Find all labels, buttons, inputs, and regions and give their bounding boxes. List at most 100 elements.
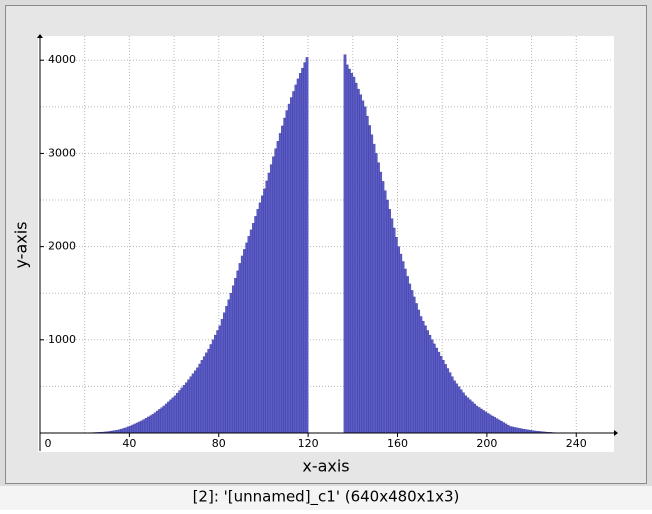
bar: [386, 200, 388, 433]
bar: [377, 163, 379, 433]
bar: [380, 172, 382, 433]
bar: [250, 230, 252, 433]
bar: [284, 118, 286, 433]
bar: [147, 417, 149, 433]
bar: [489, 415, 491, 433]
y-tick-label: 4000: [48, 53, 76, 66]
bar: [268, 173, 270, 433]
bar: [295, 85, 297, 433]
bar: [418, 310, 420, 433]
bar: [127, 427, 129, 433]
bar: [451, 377, 453, 433]
bar: [389, 209, 391, 433]
bar: [505, 424, 507, 433]
bar: [498, 420, 500, 433]
bar: [194, 371, 196, 433]
bar: [362, 101, 364, 433]
bar: [427, 330, 429, 433]
bar: [487, 413, 489, 433]
bar: [458, 387, 460, 433]
bar: [199, 364, 201, 433]
bar: [471, 402, 473, 433]
bar: [174, 396, 176, 433]
bar: [435, 348, 437, 433]
bar: [270, 165, 272, 433]
bar: [306, 57, 308, 433]
bar: [393, 228, 395, 433]
bar: [301, 68, 303, 433]
bar: [398, 247, 400, 433]
y-tick-label: 1000: [48, 333, 76, 346]
bar: [154, 413, 156, 433]
bar: [400, 254, 402, 433]
bar: [391, 219, 393, 433]
bar: [516, 428, 518, 433]
bar: [228, 300, 230, 433]
bar: [172, 398, 174, 433]
bar: [478, 407, 480, 433]
bar: [395, 237, 397, 433]
bar: [259, 203, 261, 433]
bar: [129, 426, 131, 433]
bar: [496, 419, 498, 433]
bar: [241, 256, 243, 433]
bar: [360, 95, 362, 433]
bar: [221, 319, 223, 433]
bar: [257, 209, 259, 433]
bar: [364, 107, 366, 433]
bar: [500, 421, 502, 433]
bar: [281, 126, 283, 433]
bar: [179, 391, 181, 433]
bar: [252, 223, 254, 433]
bar: [237, 271, 239, 433]
bar: [290, 98, 292, 433]
bar: [136, 423, 138, 433]
bar: [382, 181, 384, 433]
bar: [272, 157, 274, 433]
bar: [413, 297, 415, 433]
bar: [431, 340, 433, 433]
bar: [225, 306, 227, 433]
bar: [371, 135, 373, 433]
bar: [210, 344, 212, 433]
bar: [473, 404, 475, 433]
bar: [462, 393, 464, 433]
bar: [234, 278, 236, 433]
bar: [138, 422, 140, 433]
bar: [120, 429, 122, 433]
bar: [485, 412, 487, 433]
y-tick-label: 2000: [48, 240, 76, 253]
bar: [243, 249, 245, 433]
bar: [246, 243, 248, 433]
bar: [165, 404, 167, 433]
bar: [196, 368, 198, 433]
bar: [145, 418, 147, 433]
bar: [205, 353, 207, 433]
bar: [467, 398, 469, 433]
bar: [453, 381, 455, 433]
bar: [299, 73, 301, 433]
bar: [292, 91, 294, 433]
bar: [187, 380, 189, 433]
bar: [223, 313, 225, 433]
bar: [348, 69, 350, 433]
bar: [402, 262, 404, 433]
bar: [132, 425, 134, 433]
bar: [480, 409, 482, 433]
bar: [518, 428, 520, 433]
bar: [266, 181, 268, 433]
bar: [183, 385, 185, 433]
bar: [192, 374, 194, 433]
x-tick-label: 80: [212, 437, 226, 450]
bar: [368, 125, 370, 433]
bar: [190, 377, 192, 433]
x-tick-label: 120: [298, 437, 319, 450]
bar: [509, 426, 511, 433]
bar: [344, 55, 346, 433]
bar: [429, 335, 431, 433]
bar: [449, 373, 451, 433]
bar: [304, 63, 306, 433]
bar: [239, 263, 241, 433]
bar: [373, 144, 375, 433]
